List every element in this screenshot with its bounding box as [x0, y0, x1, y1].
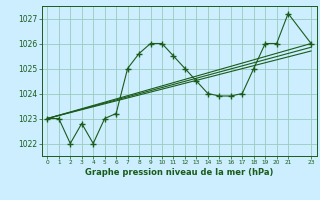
X-axis label: Graphe pression niveau de la mer (hPa): Graphe pression niveau de la mer (hPa) [85, 168, 273, 177]
